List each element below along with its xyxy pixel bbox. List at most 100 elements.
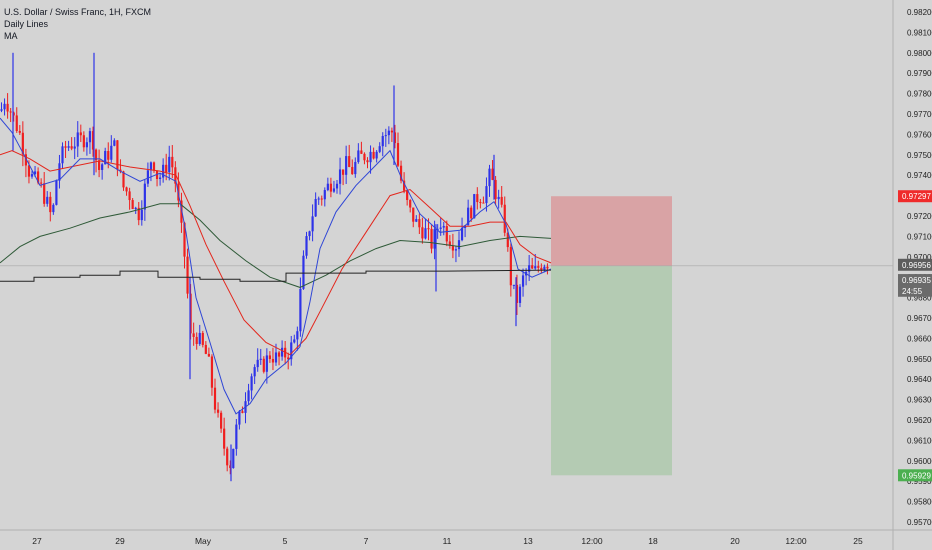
target-price-tag-bg — [898, 469, 932, 482]
candle-body — [262, 358, 265, 372]
candle-body — [534, 266, 537, 269]
candle-body — [91, 131, 95, 150]
candle-body — [186, 256, 189, 294]
indicator-daily-lines[interactable]: Daily Lines — [4, 19, 49, 29]
candle-body — [247, 390, 250, 402]
candle-body — [33, 171, 37, 175]
candle-body — [497, 196, 500, 200]
candle-body — [40, 182, 43, 184]
candle-body — [488, 168, 491, 187]
current-price-tag: 0.96956 — [902, 261, 931, 270]
candle-body — [265, 355, 268, 372]
candle-body — [332, 188, 336, 192]
candle-body — [49, 196, 52, 213]
candle-body — [509, 247, 512, 286]
candle-body — [82, 135, 85, 148]
candle-body — [308, 231, 311, 237]
stop-price-tag-bg — [898, 190, 932, 203]
candle-body — [37, 171, 40, 183]
candle-body — [396, 143, 400, 166]
candle-body — [94, 149, 98, 161]
candle-body — [543, 266, 546, 271]
candle-body — [216, 409, 220, 413]
candle-body — [85, 142, 88, 148]
candle-body — [390, 130, 393, 133]
candle-body — [342, 169, 345, 175]
candle-body — [110, 145, 113, 160]
candle-body — [345, 156, 348, 175]
candle-body — [64, 146, 67, 148]
candle-body — [79, 132, 82, 136]
candle-body — [387, 130, 390, 136]
candle-body — [235, 424, 238, 449]
candle-body — [210, 356, 214, 388]
candle-body — [162, 164, 165, 178]
candle-body — [168, 156, 171, 173]
candle-body — [436, 228, 439, 230]
time-tick-label: 20 — [730, 536, 740, 546]
candle-body — [521, 275, 525, 287]
candle-body — [88, 131, 92, 143]
candle-body — [207, 353, 210, 357]
time-tick-label: 29 — [115, 536, 125, 546]
candle-body — [540, 267, 543, 271]
candle-body — [338, 169, 342, 184]
candle-body — [454, 249, 458, 251]
candle-body — [293, 339, 296, 343]
candle-body — [290, 342, 293, 360]
candle-body — [195, 336, 198, 344]
candle-body — [140, 209, 143, 221]
candle-body — [229, 465, 232, 469]
candle-body — [366, 160, 369, 163]
candle-body — [220, 412, 223, 429]
candle-body — [232, 448, 235, 469]
candle-body — [9, 111, 12, 113]
symbol-title[interactable]: U.S. Dollar / Swiss Franc, 1H, FXCM — [4, 7, 152, 17]
stop-loss-zone — [551, 196, 672, 266]
candle-body — [146, 170, 149, 184]
candle-body — [415, 219, 418, 222]
candle-body — [473, 194, 476, 219]
candle-body — [55, 180, 58, 205]
candle-body — [241, 411, 244, 413]
candle-body — [143, 183, 146, 210]
indicator-ma[interactable]: MA — [4, 31, 18, 41]
take-profit-zone — [551, 265, 672, 476]
candle-body — [67, 146, 70, 148]
candle-body — [363, 153, 366, 161]
candle-body — [0, 109, 3, 111]
candle-body — [320, 198, 323, 200]
candle-body — [351, 166, 354, 175]
candle-body — [506, 232, 509, 248]
candle-body — [149, 162, 153, 171]
candle-body — [18, 130, 21, 133]
ma-fast-line — [0, 117, 552, 415]
candle-body — [476, 194, 479, 203]
candle-body — [311, 216, 314, 232]
candle-body — [381, 136, 384, 147]
candle-body — [479, 202, 482, 204]
candle-body — [314, 199, 317, 217]
candle-body — [485, 186, 488, 204]
time-tick-label: 13 — [523, 536, 533, 546]
candle-body — [43, 183, 46, 204]
candle-body — [250, 376, 253, 391]
candle-body — [323, 190, 326, 200]
candle-body — [12, 112, 15, 116]
candle-body — [253, 367, 256, 377]
candle-body — [213, 387, 217, 410]
candle-body — [198, 332, 201, 344]
